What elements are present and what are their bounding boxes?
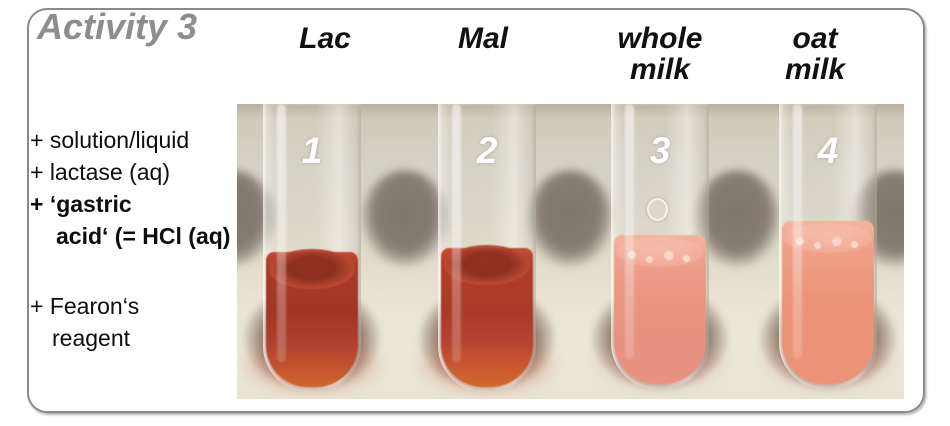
- rack-hole-back: [527, 170, 613, 266]
- tube-header-mal-text: Mal: [457, 22, 508, 55]
- reagent-lactase: + lactase (aq): [30, 159, 170, 185]
- test-tube-3: 3: [611, 104, 709, 389]
- rack-hole-back: [362, 170, 448, 266]
- tube-header-whole-milk-line1: whole: [617, 22, 703, 55]
- test-tube-4: 4: [779, 104, 877, 389]
- test-tube-2: 2: [438, 104, 536, 392]
- glass-highlight: [793, 104, 802, 359]
- slide-title: Activity 3: [37, 6, 198, 47]
- reagent-fearons-line1: + Fearon‘s: [30, 293, 140, 319]
- tube-header-oat-milk-line1: oat: [792, 22, 838, 55]
- glass-highlight: [625, 104, 634, 359]
- test-tube-1: 1: [263, 104, 361, 392]
- slide-border: [27, 8, 925, 413]
- tube-header-mal: Mal: [418, 23, 548, 54]
- tube-header-oat-milk: oat milk: [750, 23, 880, 85]
- tube-number-2: 2: [476, 130, 498, 171]
- test-tube-photo: 1 2 3 4: [237, 104, 904, 399]
- tube-header-lac-text: Lac: [299, 22, 351, 55]
- glass-highlight: [452, 104, 461, 362]
- glass-highlight: [277, 104, 286, 362]
- reagent-list: + solution/liquid + lactase (aq) + ‘gast…: [30, 124, 230, 354]
- reagent-gastric-acid-line2: acid‘ (= HCl (aq): [56, 223, 231, 249]
- tube-number-4: 4: [817, 130, 839, 171]
- tube-header-whole-milk: whole milk: [595, 23, 725, 85]
- tube-header-whole-milk-line2: milk: [629, 53, 691, 86]
- tube-number-3: 3: [649, 130, 671, 171]
- tube-header-oat-milk-line2: milk: [784, 53, 846, 86]
- reagent-fearons-line2: reagent: [52, 325, 131, 351]
- reagent-solution-liquid: + solution/liquid: [30, 127, 190, 153]
- tube-number-1: 1: [301, 130, 323, 171]
- reagent-gastric-acid-line1: + ‘gastric: [30, 191, 132, 217]
- tube-header-lac: Lac: [260, 23, 390, 54]
- air-bubble: [647, 198, 668, 221]
